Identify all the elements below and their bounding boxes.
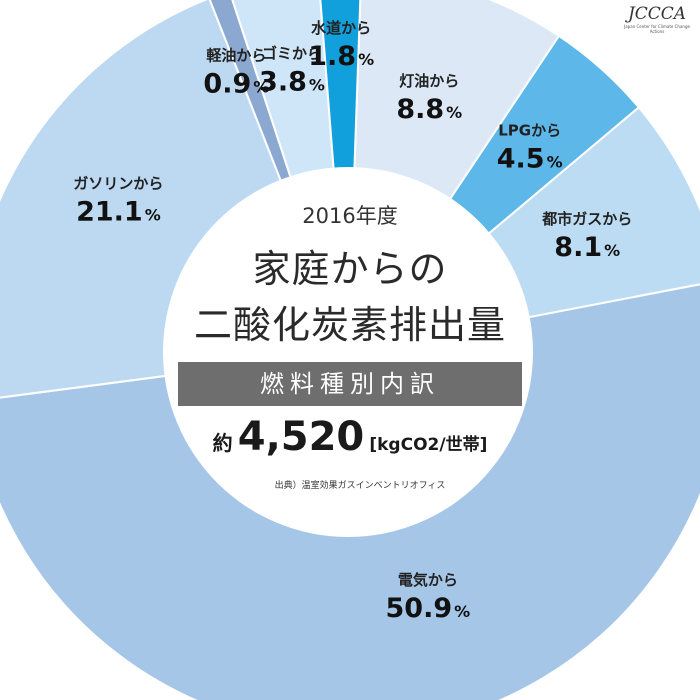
label-value-gasoline: 21.1% (76, 196, 161, 227)
label-value-water: 1.8% (308, 41, 374, 72)
label-city-gas: 都市ガスから 8.1% (541, 210, 632, 263)
label-lpg: LPGから 4.5% (497, 122, 563, 175)
label-value-city-gas: 8.1% (554, 232, 620, 263)
label-value-lpg: 4.5% (497, 144, 563, 175)
label-name-lpg: LPGから (498, 122, 561, 140)
label-diesel: 軽油から 0.9% (203, 47, 269, 100)
label-value-diesel: 0.9% (203, 69, 269, 100)
label-name-electricity: 電気から (398, 571, 458, 589)
label-name-kerosene: 灯油から (399, 72, 459, 90)
donut-hole (163, 167, 533, 537)
label-gasoline: ガソリンから 21.1% (73, 174, 163, 227)
label-value-electricity: 50.9% (386, 593, 471, 624)
label-name-gasoline: ガソリンから (73, 174, 163, 192)
label-water: 水道から 1.8% (308, 19, 374, 72)
label-garbage: ゴミから 3.8% (259, 45, 325, 98)
label-name-diesel: 軽油から (206, 47, 266, 65)
label-value-kerosene: 8.8% (396, 94, 462, 125)
logo-subtitle: Japan Center for Climate Change Actions (624, 24, 690, 34)
label-name-city-gas: 都市ガスから (541, 210, 632, 228)
label-value-garbage: 3.8% (259, 67, 325, 98)
label-kerosene: 灯油から 8.8% (396, 72, 462, 125)
logo-mark: JCCCA (627, 4, 687, 24)
label-electricity: 電気から 50.9% (386, 571, 471, 624)
jccca-logo: JCCCA Japan Center for Climate Change Ac… (622, 4, 692, 34)
label-name-water: 水道から (311, 19, 371, 37)
chart-labels: 灯油から 8.8 % LPGから 4.5 % 都市ガスから 8.1 % 電気から 50.9 % ガソリン… (73, 19, 632, 624)
label-name-garbage: ゴミから (262, 45, 322, 63)
